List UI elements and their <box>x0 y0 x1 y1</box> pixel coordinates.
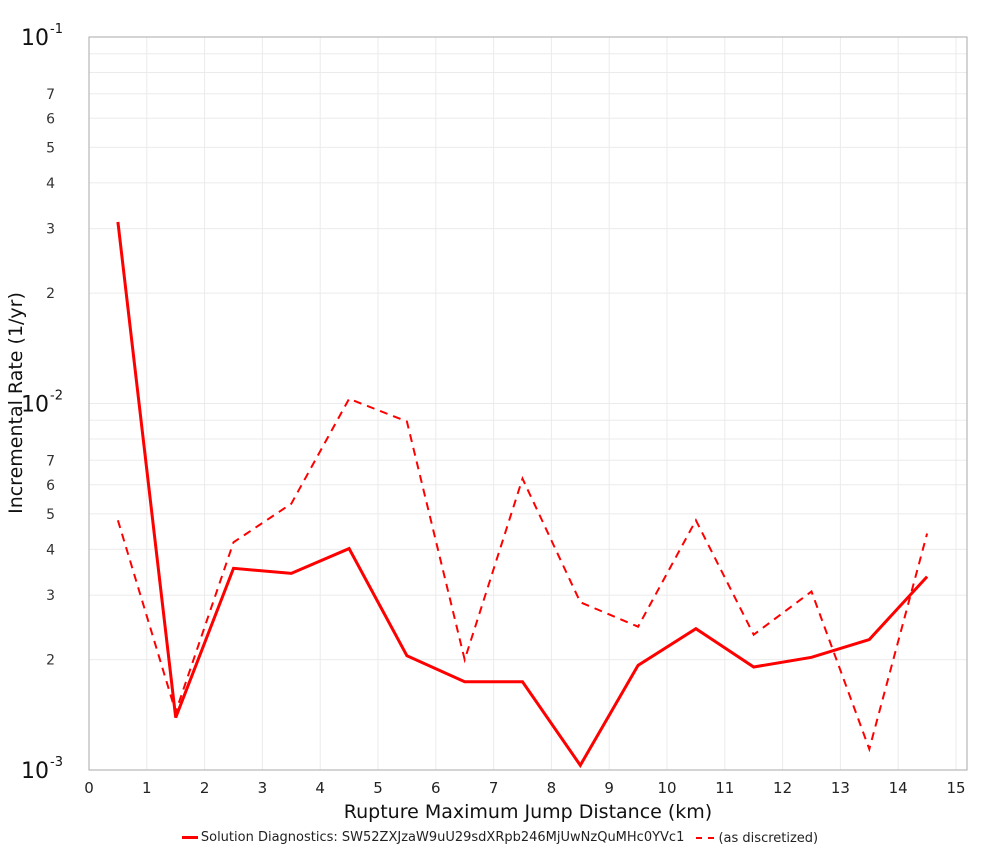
y-minor-tick-label: 6 <box>46 478 55 494</box>
y-minor-tick-label: 2 <box>46 286 55 302</box>
x-tick-label: 15 <box>946 779 965 797</box>
y-major-tick-label: 10 <box>21 393 49 418</box>
grid-lines <box>89 36 967 771</box>
y-minor-tick-label: 6 <box>46 111 55 127</box>
y-major-tick-exponent: -1 <box>50 22 63 37</box>
y-minor-tick-label: 5 <box>46 140 55 156</box>
y-major-tick-label: 10 <box>21 759 49 784</box>
x-tick-label: 0 <box>84 779 94 797</box>
x-tick-label: 3 <box>258 779 268 797</box>
x-tick-label: 5 <box>373 779 383 797</box>
y-minor-tick-label: 4 <box>46 176 55 192</box>
x-axis-title: Rupture Maximum Jump Distance (km) <box>344 801 712 823</box>
x-tick-label: 7 <box>489 779 499 797</box>
plot-border <box>88 36 968 771</box>
dashed-line-swatch-icon <box>696 837 715 839</box>
x-tick-label: 6 <box>431 779 441 797</box>
y-minor-tick-label: 7 <box>46 87 55 103</box>
discretized-series-line <box>116 397 929 753</box>
legend-item-solution: Solution Diagnostics: SW52ZXJzaW9uU29sdX… <box>181 830 685 845</box>
solid-line-swatch-icon <box>181 836 198 839</box>
x-tick-label: 1 <box>142 779 152 797</box>
y-major-tick-label: 10 <box>21 26 49 51</box>
y-minor-tick-label: 3 <box>46 222 55 238</box>
x-tick-label: 10 <box>657 779 676 797</box>
x-tick-label: 2 <box>200 779 210 797</box>
x-tick-label: 8 <box>547 779 557 797</box>
y-minor-tick-label: 4 <box>46 542 55 558</box>
y-minor-tick-label: 5 <box>46 507 55 523</box>
y-minor-tick-label: 2 <box>46 653 55 669</box>
legend-label-solution: Solution Diagnostics: SW52ZXJzaW9uU29sdX… <box>200 830 685 845</box>
legend-label-discretized: (as discretized) <box>718 830 819 846</box>
y-minor-tick-label: 7 <box>46 453 55 469</box>
x-tick-label: 4 <box>315 779 325 797</box>
y-axis-title: Incremental Rate (1/yr) <box>5 292 27 514</box>
x-axis-ticks: 0 1 2 3 4 5 6 7 8 9 10 11 12 13 14 15 <box>84 779 965 797</box>
x-tick-label: 12 <box>773 779 792 797</box>
x-tick-label: 9 <box>604 779 614 797</box>
data-series <box>116 221 929 769</box>
y-major-tick-exponent: -3 <box>50 755 63 770</box>
x-tick-label: 11 <box>715 779 734 797</box>
x-tick-label: 13 <box>831 779 850 797</box>
x-tick-label: 14 <box>889 779 908 797</box>
legend-item-discretized: (as discretized) <box>696 831 818 846</box>
solution-series-line <box>116 221 929 769</box>
y-major-tick-exponent: -2 <box>50 389 63 404</box>
y-minor-tick-label: 3 <box>46 588 55 604</box>
legend: Solution Diagnostics: SW52ZXJzaW9uU29sdX… <box>0 828 1000 846</box>
